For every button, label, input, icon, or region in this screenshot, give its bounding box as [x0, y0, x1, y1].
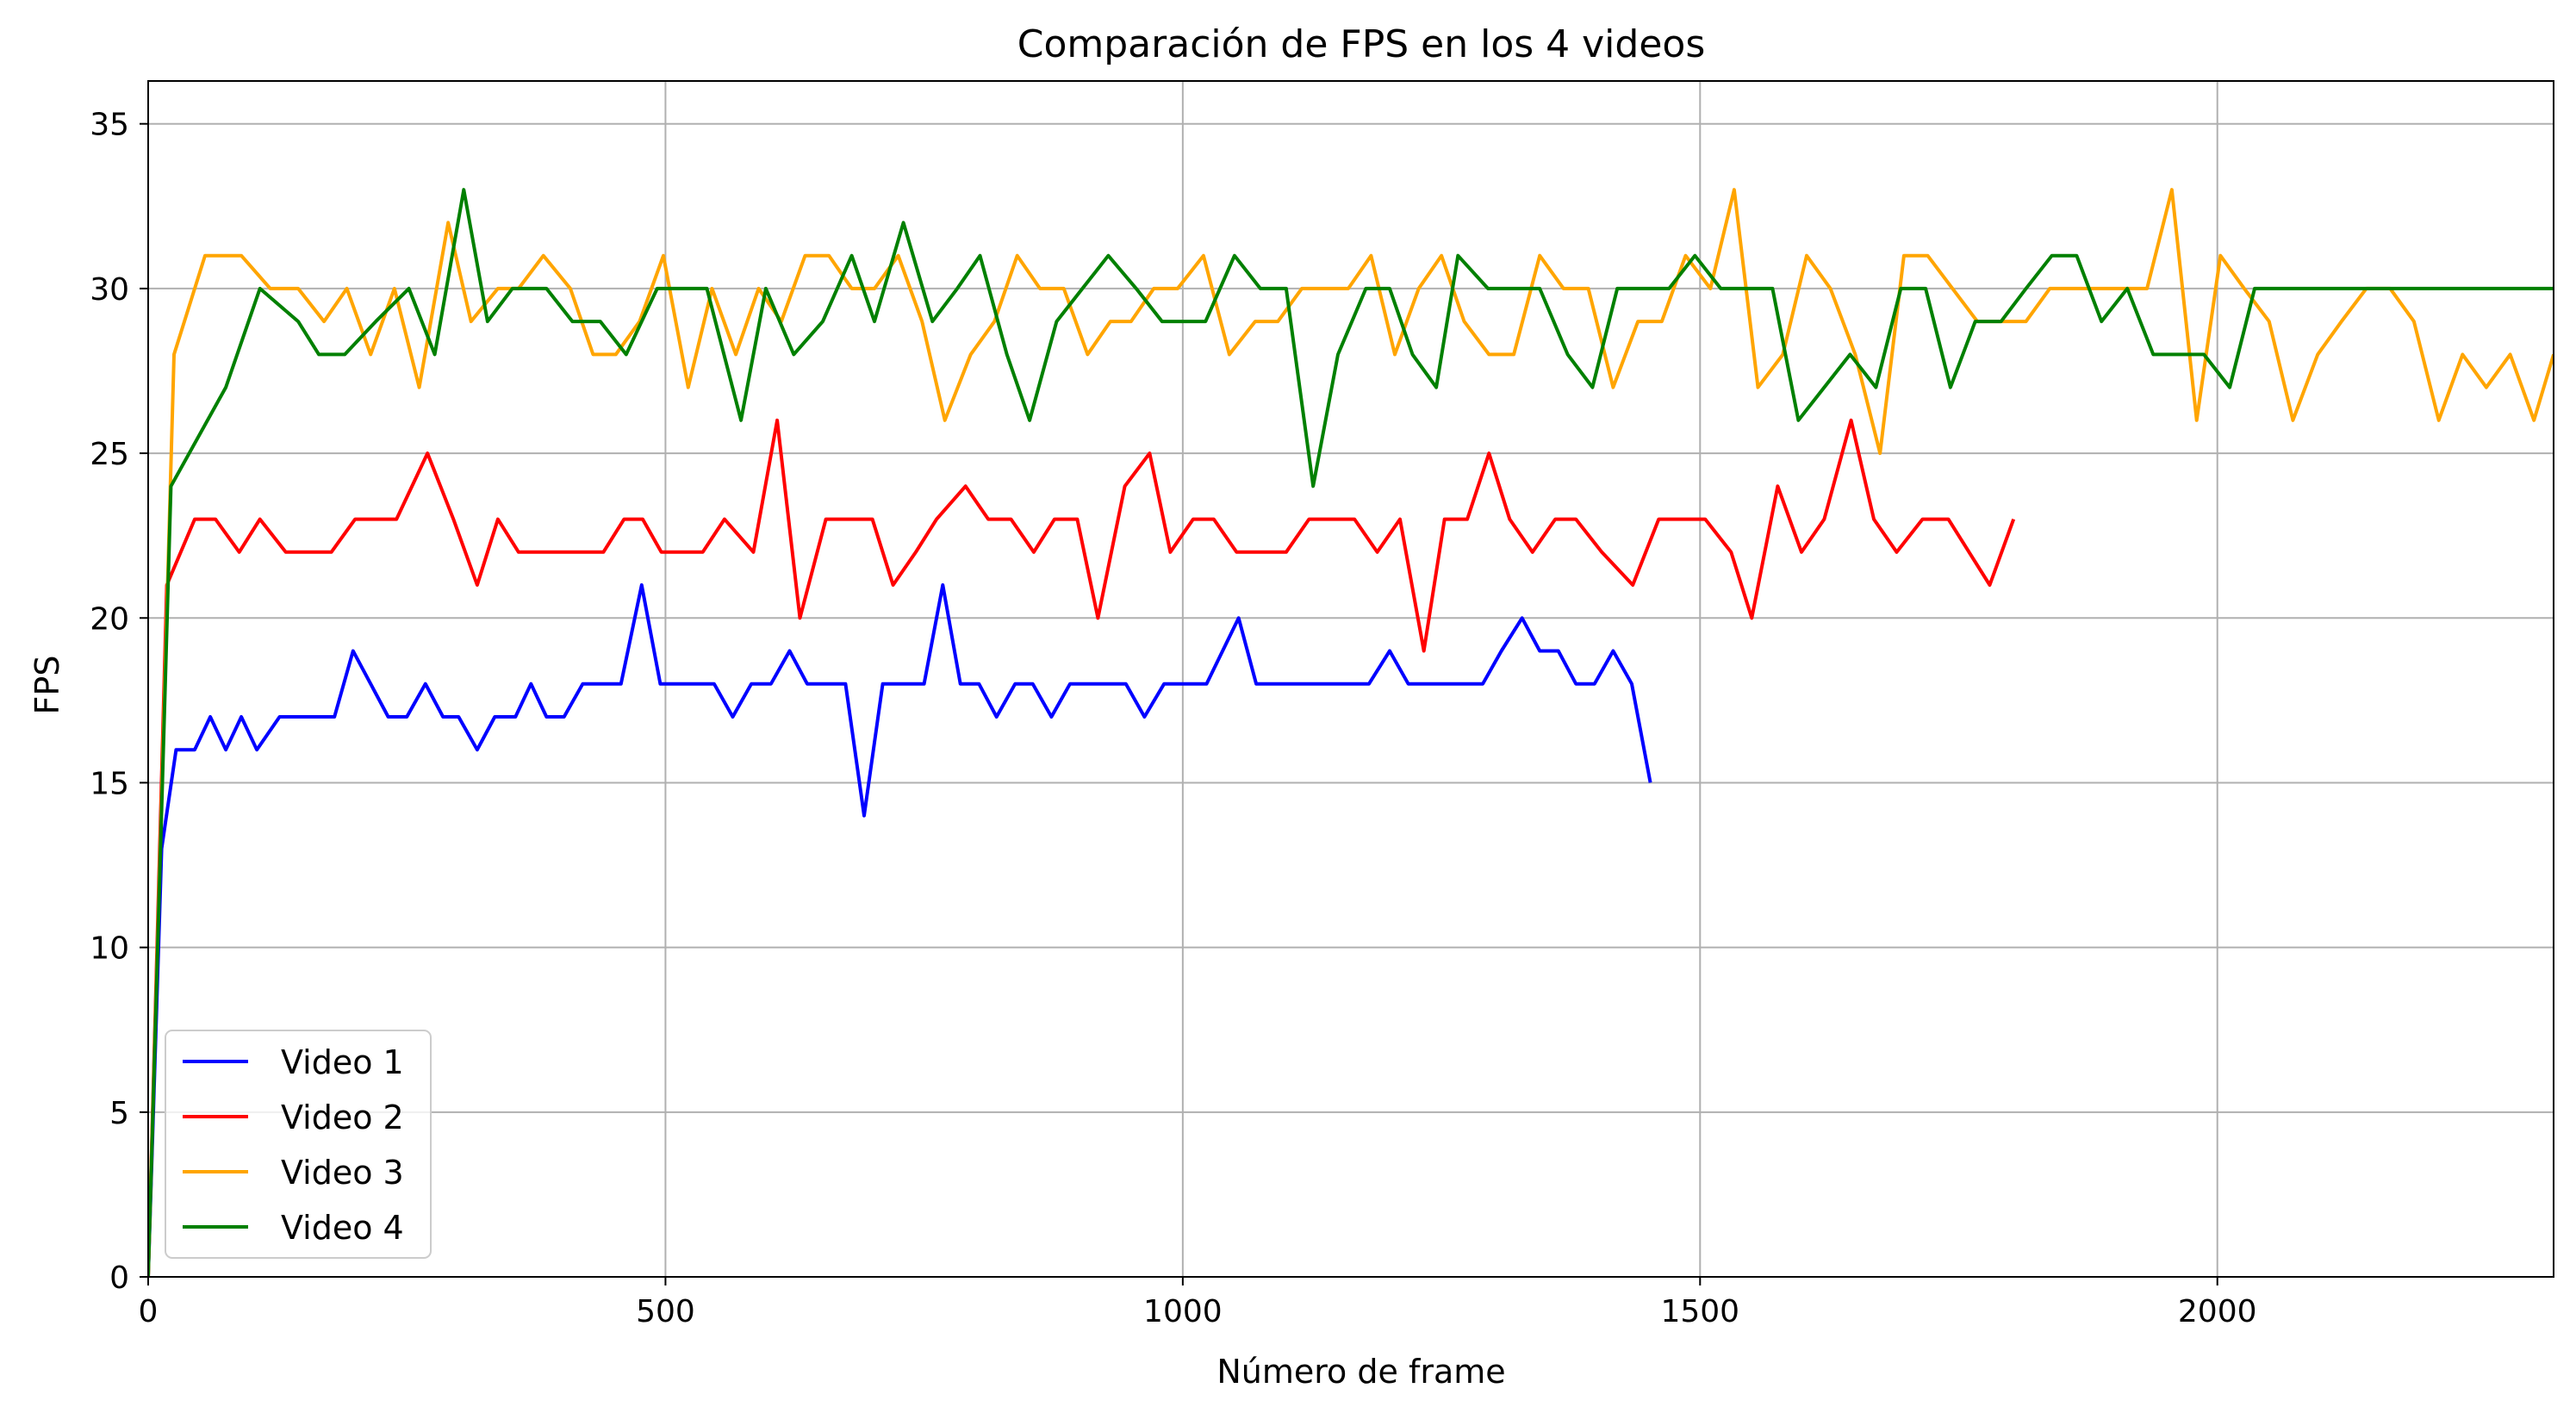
- series-lines: [148, 188, 2554, 1277]
- series-line-video-2: [148, 418, 2016, 1277]
- x-axis-label: Número de frame: [1216, 1353, 1505, 1391]
- y-tick-label: 0: [109, 1260, 129, 1296]
- y-tick-label: 10: [90, 931, 129, 967]
- y-tick-label: 5: [109, 1096, 129, 1131]
- x-tick-label: 0: [139, 1294, 159, 1329]
- y-tick-label: 15: [90, 766, 129, 801]
- x-tick-label: 2000: [2178, 1294, 2257, 1329]
- legend-label: Video 1: [281, 1043, 404, 1081]
- x-tick-label: 1500: [1660, 1294, 1739, 1329]
- y-tick-label: 20: [90, 601, 129, 637]
- series-line-video-4: [148, 188, 2554, 1277]
- series-line-video-1: [148, 583, 1652, 1277]
- y-tick-label: 25: [90, 437, 129, 472]
- y-tick-label: 30: [90, 272, 129, 308]
- legend-label: Video 3: [281, 1154, 404, 1192]
- legend-box: [165, 1030, 432, 1259]
- axis-ticks: 0 500 1000 1500 2000 0 5 10 15 20 25 30 35: [90, 108, 2256, 1329]
- plot-frame: [147, 80, 2554, 1278]
- x-tick-label: 500: [636, 1294, 695, 1329]
- legend-label: Video 2: [281, 1099, 404, 1136]
- legend: Video 1 Video 2 Video 3 Video 4: [165, 1030, 432, 1259]
- y-tick-label: 35: [90, 108, 129, 143]
- x-tick-label: 1000: [1143, 1294, 1223, 1329]
- y-axis-label: FPS: [28, 656, 66, 715]
- legend-label: Video 4: [281, 1209, 404, 1247]
- chart-title: Comparación de FPS en los 4 videos: [1017, 22, 1706, 66]
